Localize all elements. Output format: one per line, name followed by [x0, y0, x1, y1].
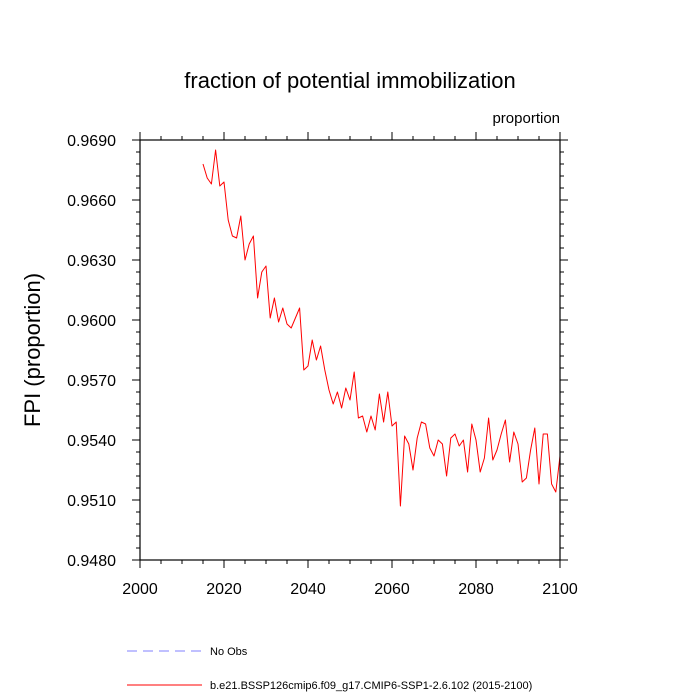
- y-tick-label: 0.9690: [67, 133, 116, 150]
- legend-label-no-obs: No Obs: [210, 646, 248, 658]
- x-tick-label: 2040: [290, 581, 326, 598]
- x-tick-label: 2000: [122, 581, 158, 598]
- units-label: proportion: [492, 110, 560, 127]
- y-tick-label: 0.9630: [67, 253, 116, 270]
- series-line: [202, 149, 561, 507]
- legend-label-ssp126: b.e21.BSSP126cmip6.f09_g17.CMIP6-SSP1-2.…: [210, 680, 532, 692]
- y-tick-label: 0.9480: [67, 553, 116, 570]
- x-tick-label: 2100: [542, 581, 578, 598]
- x-tick-label: 2080: [458, 581, 494, 598]
- y-tick-label: 0.9510: [67, 493, 116, 510]
- axis-ticks: [132, 132, 568, 568]
- y-tick-label: 0.9600: [67, 313, 116, 330]
- y-tick-label: 0.9540: [67, 433, 116, 450]
- x-tick-label: 2020: [206, 581, 242, 598]
- x-tick-label: 2060: [374, 581, 410, 598]
- tick-labels: 2000 2020 2040 2060 2080 2100 0.9480 0.9510 0.95…: [67, 133, 578, 598]
- y-axis-label: FPI (proportion): [20, 273, 45, 427]
- y-tick-label: 0.9570: [67, 373, 116, 390]
- y-tick-label: 0.9660: [67, 193, 116, 210]
- chart-title: fraction of potential immobilization: [184, 68, 515, 93]
- plot-frame: [139, 139, 561, 561]
- legend: No Obs b.e21.BSSP126cmip6.f09_g17.CMIP6-…: [127, 646, 532, 692]
- series-layer: [202, 149, 561, 507]
